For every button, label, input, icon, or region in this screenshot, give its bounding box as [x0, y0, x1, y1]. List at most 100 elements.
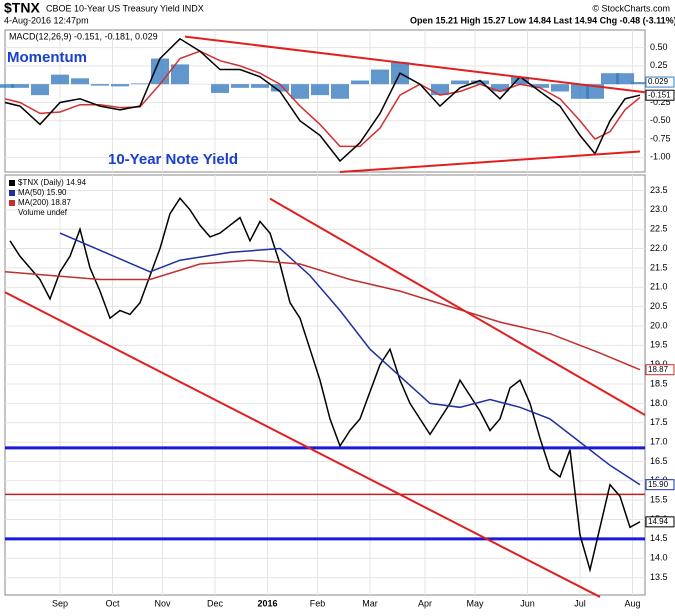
legend-label: Volume undef	[18, 208, 68, 217]
y-tick-label: 14.5	[650, 533, 668, 543]
legend-swatch	[9, 200, 15, 206]
x-tick-label: Oct	[105, 598, 120, 608]
x-tick-label: 2016	[257, 598, 277, 608]
last-value-box	[645, 364, 675, 376]
y-tick-label: 23.5	[650, 185, 668, 195]
histogram-bar	[451, 80, 469, 85]
y-tick-label: 21.0	[650, 282, 668, 292]
trend-line	[184, 35, 646, 94]
annotation: Momentum	[7, 49, 87, 66]
histogram-bar	[471, 80, 489, 85]
histogram-bar	[71, 78, 89, 85]
histogram-bar	[351, 80, 369, 85]
y-tick-label: 19.5	[650, 340, 668, 350]
y-tick-label: 18.5	[650, 378, 668, 388]
x-tick-label: Jun	[520, 598, 535, 608]
symbol: $TNX	[4, 0, 40, 16]
panel-frame	[4, 29, 646, 173]
trend-line	[339, 150, 641, 173]
last-value-label: 18.87	[648, 365, 669, 374]
histogram-bar	[331, 84, 349, 99]
histogram-bar	[131, 83, 149, 85]
histogram-bar	[31, 84, 49, 96]
histogram-bar	[531, 84, 549, 88]
series-line	[4, 50, 641, 148]
histogram-bar	[491, 84, 509, 92]
x-tick-label: Dec	[207, 598, 224, 608]
histogram-bar	[311, 84, 329, 96]
y-tick-label: 17.5	[650, 417, 668, 427]
legend-swatch	[9, 180, 15, 186]
y-tick-label: 20.5	[650, 301, 668, 311]
x-tick-label: Mar	[362, 598, 378, 608]
last-value-label: 14.94	[648, 517, 669, 526]
annotation: 10-Year Note Yield	[108, 151, 238, 168]
y-tick-label: -1.00	[650, 152, 671, 162]
quote: Open 15.21 High 15.27 Low 14.84 Last 14.…	[410, 15, 675, 25]
histogram-bar	[616, 73, 634, 85]
last-value-box	[645, 479, 675, 491]
last-value-label: 15.90	[648, 480, 669, 489]
y-tick-label: 19.0	[650, 359, 668, 369]
y-tick-label: 15.5	[650, 495, 668, 505]
histogram-bar	[171, 64, 189, 85]
x-tick-label: Jul	[574, 598, 586, 608]
legend-label: MA(200) 18.87	[18, 198, 71, 207]
panel-title: MACD(12,26,9) -0.151, -0.181, 0.029	[9, 31, 158, 41]
last-value-box	[645, 89, 675, 101]
legend-swatch	[9, 190, 15, 196]
histogram-bar	[551, 84, 569, 92]
histogram-bar	[151, 58, 169, 85]
x-tick-label: May	[466, 598, 484, 608]
y-tick-label: 0.25	[650, 60, 668, 70]
y-tick-label: 14.0	[650, 553, 668, 563]
x-tick-label: Aug	[624, 598, 640, 608]
y-tick-label: 22.0	[650, 243, 668, 253]
y-tick-label: 0.50	[650, 42, 668, 52]
y-tick-label: 21.5	[650, 262, 668, 272]
date: 4-Aug-2016 12:47pm	[4, 15, 89, 25]
last-value-label: 0.029	[648, 77, 669, 86]
histogram-bar	[371, 69, 389, 85]
x-tick-label: Sep	[52, 598, 68, 608]
histogram-bar	[511, 76, 529, 85]
series-line	[4, 259, 641, 371]
trend-line	[269, 197, 646, 416]
y-tick-label: 18.0	[650, 398, 668, 408]
histogram-bar	[291, 84, 309, 99]
x-tick-label: Nov	[154, 598, 171, 608]
histogram-bar	[231, 84, 249, 88]
x-tick-label: Feb	[310, 598, 326, 608]
y-tick-label: 23.0	[650, 204, 668, 214]
legend-label: MA(50) 15.90	[18, 188, 67, 197]
y-tick-label: 16.5	[650, 456, 668, 466]
x-tick-label: Apr	[418, 598, 432, 608]
trend-line	[4, 291, 601, 598]
histogram-bar	[571, 84, 589, 99]
credit: © StockCharts.com	[592, 3, 670, 13]
histogram-bar	[586, 84, 604, 99]
histogram-bar	[0, 84, 14, 88]
histogram-bar	[11, 84, 29, 88]
y-tick-label: -0.75	[650, 133, 671, 143]
y-tick-label: 22.5	[650, 224, 668, 234]
last-value-box	[645, 76, 675, 88]
last-value-box	[645, 516, 675, 528]
histogram-bar	[601, 73, 619, 85]
y-tick-label: -0.25	[650, 97, 671, 107]
panel-frame	[4, 174, 646, 596]
legend-label: $TNX (Daily) 14.94	[18, 178, 87, 187]
histogram-bar	[211, 84, 229, 93]
last-value-label: -0.151	[648, 90, 671, 99]
y-tick-label: 17.0	[650, 436, 668, 446]
series-line	[9, 196, 641, 573]
histogram-bar	[631, 82, 649, 85]
histogram-bar	[51, 74, 69, 85]
series-line	[59, 232, 641, 486]
y-tick-label: 20.0	[650, 320, 668, 330]
y-tick-label: -0.50	[650, 115, 671, 125]
histogram-bar	[251, 84, 269, 88]
histogram-bar	[431, 84, 449, 96]
y-tick-label: 13.5	[650, 572, 668, 582]
